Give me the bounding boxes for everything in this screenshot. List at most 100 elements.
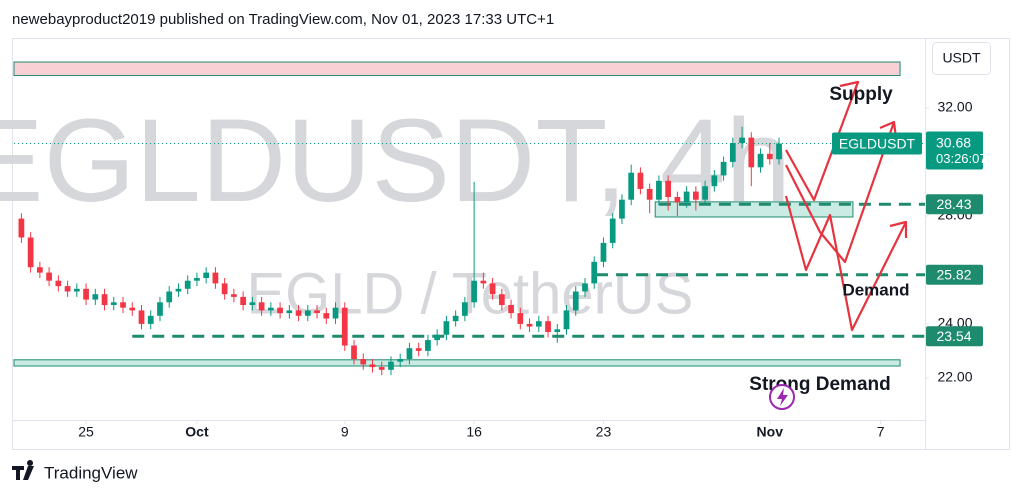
level-badge <box>926 326 983 347</box>
candle-body <box>452 315 459 322</box>
candle-body <box>27 237 34 268</box>
candle-body <box>304 310 311 316</box>
level-badge-label: 23.54 <box>936 328 971 344</box>
candle-body <box>314 310 320 314</box>
candle-body <box>369 364 376 368</box>
candle-body <box>600 242 607 262</box>
candle-body <box>221 283 228 295</box>
x-tick-label: Oct <box>185 424 209 440</box>
candle-body <box>184 280 191 289</box>
candle-body <box>110 302 117 305</box>
candle-body <box>591 261 598 284</box>
price-zone <box>13 359 901 367</box>
candle-body <box>563 310 570 330</box>
candle-body <box>360 358 367 365</box>
candle-body <box>480 280 487 284</box>
candle-body <box>739 137 745 144</box>
candle-body <box>729 143 736 162</box>
candle-body <box>776 143 782 160</box>
candle-body <box>674 197 681 203</box>
x-tick-label: 23 <box>596 424 612 440</box>
candle-body <box>332 307 339 319</box>
candle-body <box>157 302 163 316</box>
candle-body <box>628 172 635 200</box>
footer-brand: TradingView <box>44 463 138 482</box>
zones-layer <box>13 61 925 367</box>
candle-body <box>397 358 404 362</box>
candle-body <box>757 153 764 168</box>
projection-line <box>784 195 907 332</box>
supply-annotation: Supply <box>829 84 893 105</box>
candle-body <box>683 191 690 203</box>
candle-body <box>101 294 108 305</box>
candle-body <box>267 307 274 311</box>
last-price-badge <box>926 131 983 170</box>
candle-body <box>64 286 71 292</box>
candle-body <box>425 340 431 351</box>
candle-body <box>18 218 25 238</box>
pair-watermark: EGLD / TetherUS <box>246 261 693 326</box>
projection-line <box>785 81 860 202</box>
candle-body <box>194 277 200 281</box>
chart-frame <box>12 38 1010 450</box>
level-badge-label: 25.82 <box>936 266 971 282</box>
candle-body <box>341 307 348 346</box>
level-badge <box>926 194 983 215</box>
currency-label[interactable]: USDT <box>942 50 981 66</box>
candles-layer <box>18 126 782 376</box>
candle-body <box>203 272 210 278</box>
candle-body <box>498 294 505 305</box>
lightning-icon <box>769 384 795 410</box>
last-price-label: 30.68 <box>936 134 971 150</box>
arrow-head <box>839 80 860 99</box>
candle-body <box>258 302 265 311</box>
candle-body <box>619 199 625 219</box>
candle-body <box>656 180 662 200</box>
candle-body <box>37 267 43 273</box>
candle-body <box>55 280 62 287</box>
candle-body <box>351 345 357 359</box>
tradingview-logo: TradingView <box>12 460 138 482</box>
candle-body <box>295 310 302 316</box>
candle-body <box>748 137 755 168</box>
x-tick-label: 25 <box>78 424 94 440</box>
y-tick-label: 22.00 <box>937 369 972 385</box>
candle-body <box>609 218 616 243</box>
level-badge-label: 28.43 <box>936 196 971 212</box>
projection-drawings <box>784 80 908 332</box>
candle-body <box>249 302 256 305</box>
candle-body <box>147 315 154 324</box>
candle-body <box>508 304 514 314</box>
candle-body <box>766 153 773 160</box>
currency-button[interactable] <box>932 42 991 75</box>
candle-body <box>637 172 644 189</box>
candle-body <box>517 313 524 324</box>
candle-body <box>692 191 699 200</box>
candle-body <box>166 291 173 303</box>
candle-body <box>92 294 99 300</box>
candle-body <box>129 307 136 311</box>
candle-body <box>526 323 533 327</box>
icon-bolt <box>777 388 788 406</box>
x-tick-label: Nov <box>757 424 784 440</box>
candle-body <box>646 188 653 200</box>
candle-body <box>175 288 182 292</box>
candle-body <box>388 361 394 370</box>
candle-body <box>545 321 551 332</box>
publish-header: newebayproduct2019 published on TradingV… <box>12 11 554 28</box>
candle-body <box>711 175 718 187</box>
symbol-tag-label: EGLDUSDT <box>839 135 916 151</box>
candle-body <box>702 186 708 200</box>
x-tick-label: 7 <box>877 424 885 440</box>
candle-body <box>462 302 468 316</box>
candle-body <box>73 288 80 292</box>
candle-body <box>120 302 126 308</box>
candle-body <box>415 348 422 351</box>
logo-mark <box>12 460 34 480</box>
candle-body <box>231 294 237 297</box>
candle-body <box>443 321 450 335</box>
x-tick-label: 9 <box>341 424 349 440</box>
candle-body <box>212 272 219 284</box>
